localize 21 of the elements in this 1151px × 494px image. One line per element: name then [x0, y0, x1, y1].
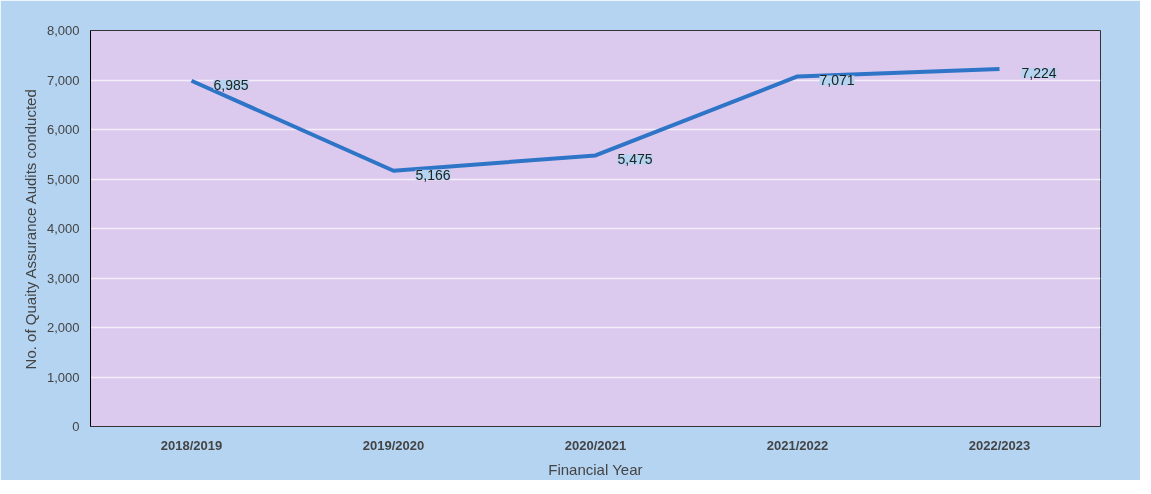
y-axis-title: No. of Quaity Assurance Audits conducted	[21, 89, 39, 370]
x-axis-title: Financial Year	[548, 460, 643, 478]
y-tick-label: 5,000	[46, 171, 80, 187]
data-label: 7,071	[819, 72, 855, 89]
data-label: 5,475	[617, 151, 653, 168]
data-label: 5,166	[415, 166, 451, 183]
x-tick-label: 2019/2020	[362, 437, 425, 453]
y-tick-label: 6,000	[46, 122, 80, 137]
x-tick-label: 2018/2019	[160, 437, 223, 453]
x-tick-label: 2020/2021	[564, 437, 627, 453]
y-tick-label: 7,000	[46, 72, 80, 88]
y-tick-label: 4,000	[46, 221, 80, 236]
data-label: 7,224	[1021, 64, 1057, 81]
y-tick-label: 3,000	[46, 270, 80, 286]
x-tick-label: 2022/2023	[968, 437, 1031, 453]
y-tick-label: 0	[72, 419, 80, 434]
y-tick-label: 8,000	[46, 23, 80, 38]
y-tick-label: 1,000	[46, 369, 80, 385]
x-tick-label: 2021/2022	[766, 437, 829, 453]
data-label: 6,985	[213, 76, 249, 93]
y-tick-label: 2,000	[46, 320, 80, 335]
